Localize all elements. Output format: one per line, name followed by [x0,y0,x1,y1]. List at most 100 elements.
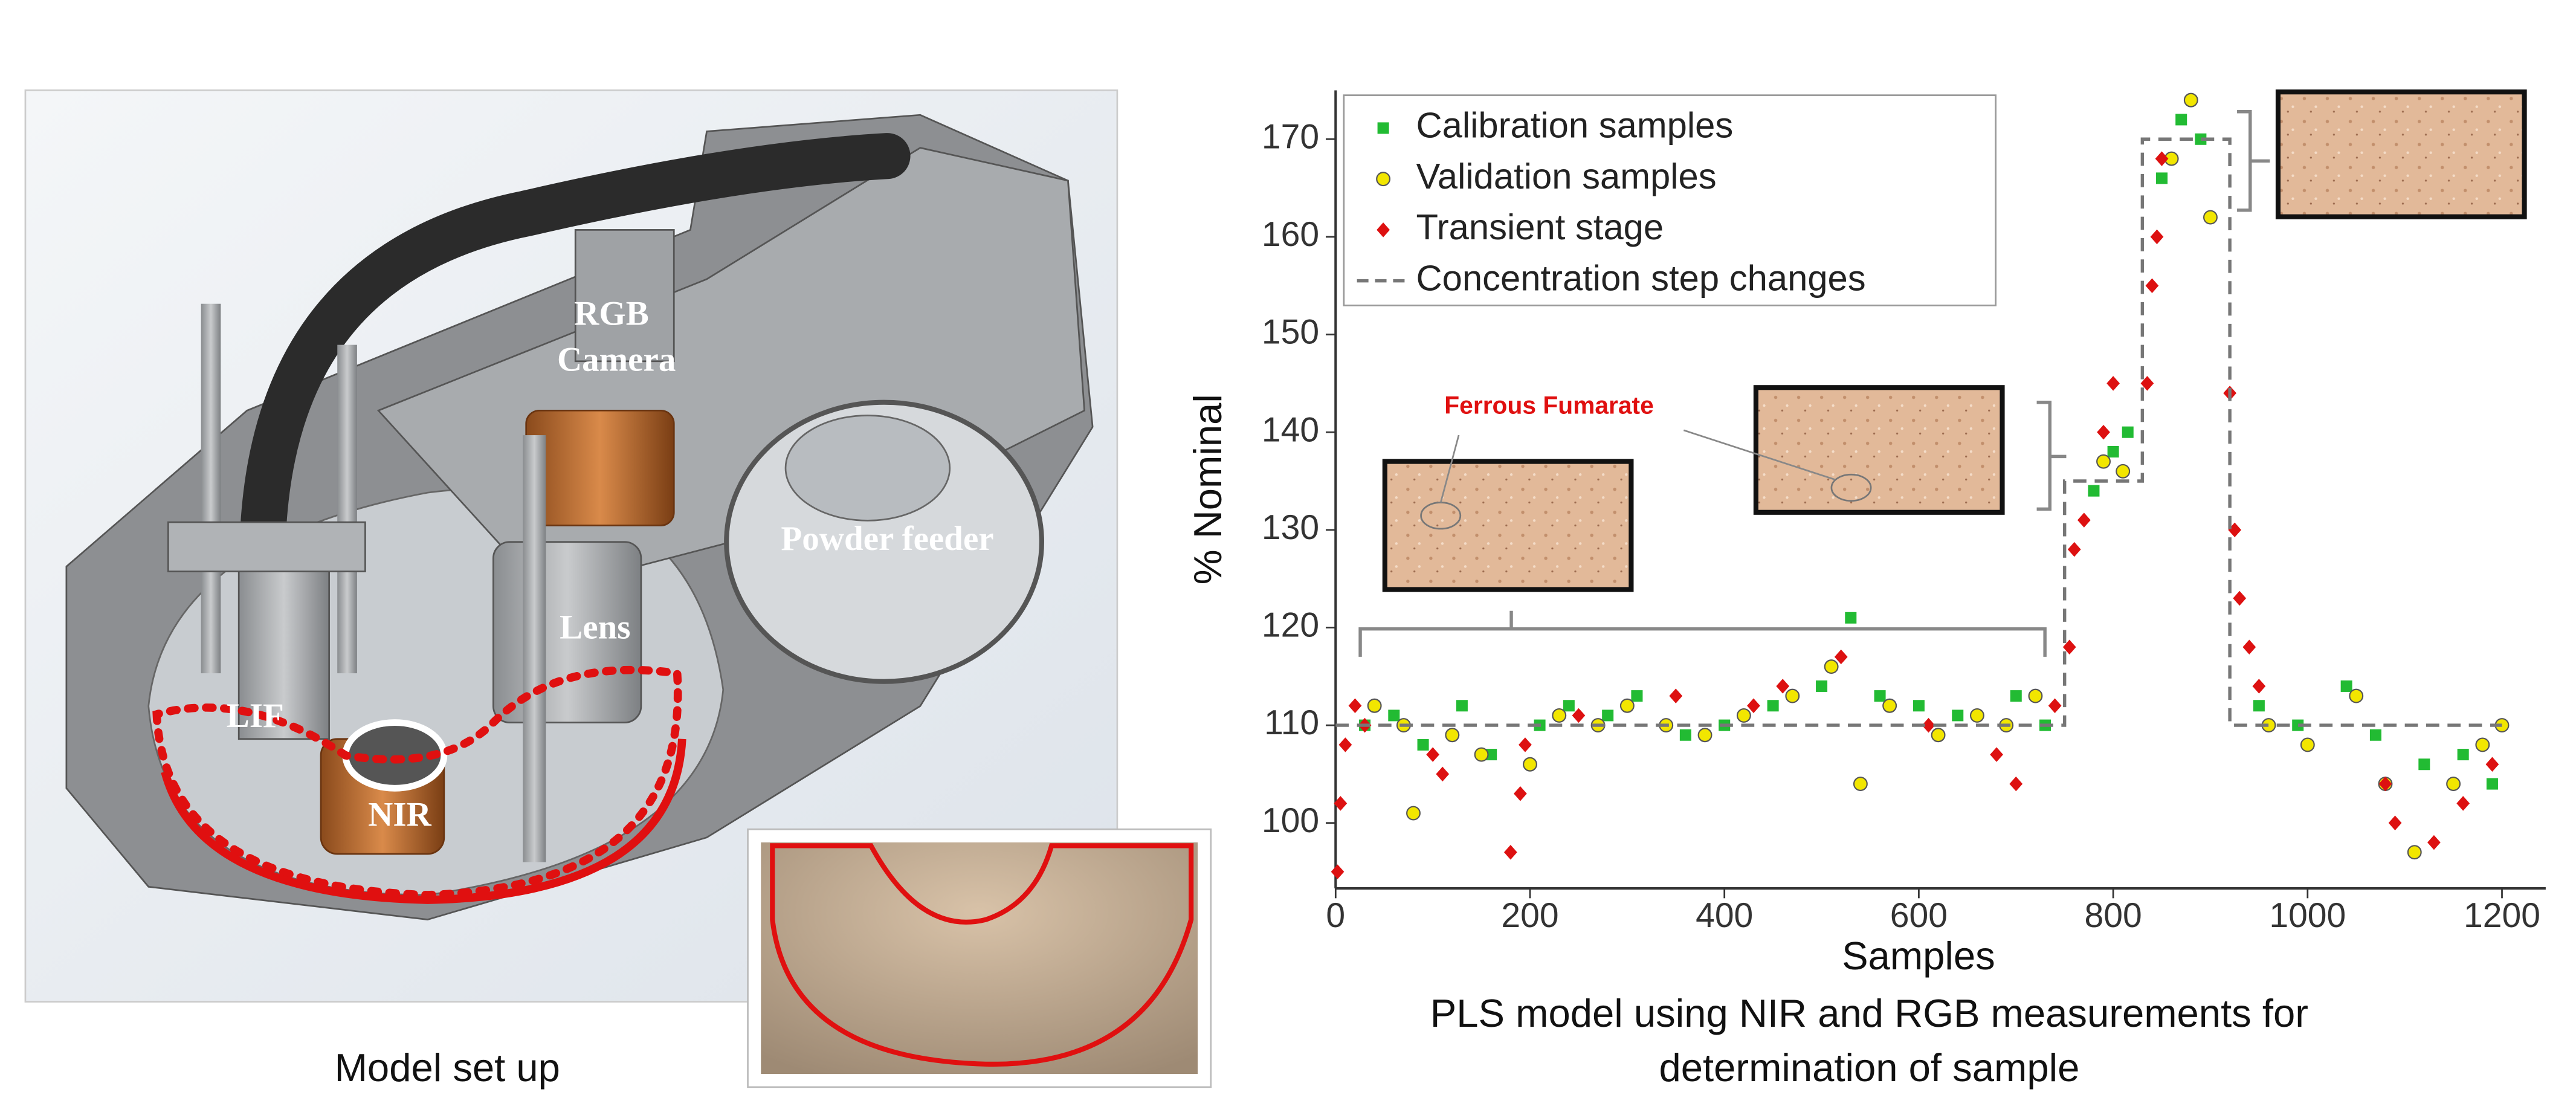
cable [240,133,911,549]
point [1747,698,1760,713]
point [1631,690,1643,702]
point [1922,717,1935,733]
point [1602,709,1614,722]
y-tick-label: 110 [1264,703,1319,742]
chart-caption: PLS model using NIR and RGB measurements… [1430,991,2308,1035]
point [1552,708,1567,723]
left-caption: Model set up [335,1046,560,1090]
point [1619,698,1635,713]
powder-photo [747,828,1212,1088]
point [1367,698,1382,713]
point [1445,728,1460,743]
point [1882,698,1897,713]
model-illustration: RGB Camera LIF NIR Lens Powder feeder [24,89,1119,1003]
point [1736,708,1751,723]
point [2088,485,2100,497]
x-tick-label: 600 [1890,896,1948,935]
point [2155,151,2169,166]
point [1669,688,1683,703]
point [1331,864,1344,879]
plot: 100 110 120 130 140 150 160 170 0 200 400 600 800 100… [1262,90,2546,935]
x-tick-label: 400 [1696,896,1753,935]
point [2486,778,2498,790]
point [2253,700,2265,712]
point [1338,737,1352,752]
rod [523,435,546,862]
point [2446,777,2461,792]
rod [201,303,221,674]
point [1931,728,1946,743]
point [1679,729,1691,741]
point [2300,737,2315,752]
point [2062,639,2076,655]
point [2349,688,2364,703]
point [1913,700,1925,712]
point [1824,659,1839,674]
insets: Ferrous Fumarate [1358,89,2527,657]
point [2457,749,2469,761]
point [2456,796,2470,811]
point [2195,133,2207,145]
point [1776,679,1790,694]
point [1697,728,1712,743]
point [2427,835,2441,850]
point [2475,737,2490,752]
y-tick-label: 130 [1262,508,1319,547]
point [2242,639,2256,655]
y-tick-label: 170 [1262,117,1319,156]
point [2340,680,2352,692]
chart-caption: determination of sample [1659,1046,2079,1090]
point [2077,512,2091,528]
point [2140,376,2154,391]
point [2156,172,2168,184]
point [1503,844,1517,860]
brace [2036,401,2067,511]
y-tick-label: 140 [1262,410,1319,449]
y-tick-label: 150 [1262,313,1319,352]
point [1853,777,1868,792]
point [1767,700,1779,712]
point [1816,680,1828,692]
micrograph-inset [2275,89,2527,219]
micrograph-inset [1382,459,1634,592]
legend-label: Validation samples [1416,156,1716,196]
particle-highlight [1420,502,1462,530]
point [1485,749,1497,761]
point [2145,278,2159,293]
point [1426,747,1440,762]
point [1406,806,1421,821]
annotation: Ferrous Fumarate [1444,392,1653,419]
step-line [1335,137,2502,727]
y-tick-label: 160 [1262,215,1319,254]
sampling-path [152,665,682,899]
point [2116,464,2131,479]
point [2407,845,2422,860]
point [1474,747,1489,762]
x-tick-label: 1000 [2269,896,2346,935]
annotation-arrow [1683,429,1835,480]
point [2048,698,2062,713]
image-label: Camera [557,341,676,379]
image-label: Powder feeder [781,520,993,558]
point [1785,688,1800,703]
point [2378,776,2392,792]
point [2233,590,2247,606]
x-tick-label: 200 [1501,896,1558,935]
camera-clamp [525,409,675,526]
x-axis-label: Samples [1842,934,1995,978]
point [1874,690,1886,702]
legend-symbol [1377,222,1390,238]
point [1572,708,1586,723]
point [2252,679,2266,694]
image-label: Lens [560,609,630,647]
point [2418,758,2430,771]
point [2122,426,2134,438]
sampling-path [161,738,686,904]
point [1563,700,1575,712]
legend-symbol [1377,122,1389,134]
point [2009,776,2023,792]
point [1388,709,1400,722]
point [1514,786,1527,801]
point [2203,210,2218,225]
